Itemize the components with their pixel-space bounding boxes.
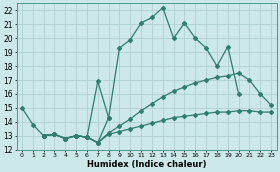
X-axis label: Humidex (Indice chaleur): Humidex (Indice chaleur) bbox=[87, 159, 206, 169]
